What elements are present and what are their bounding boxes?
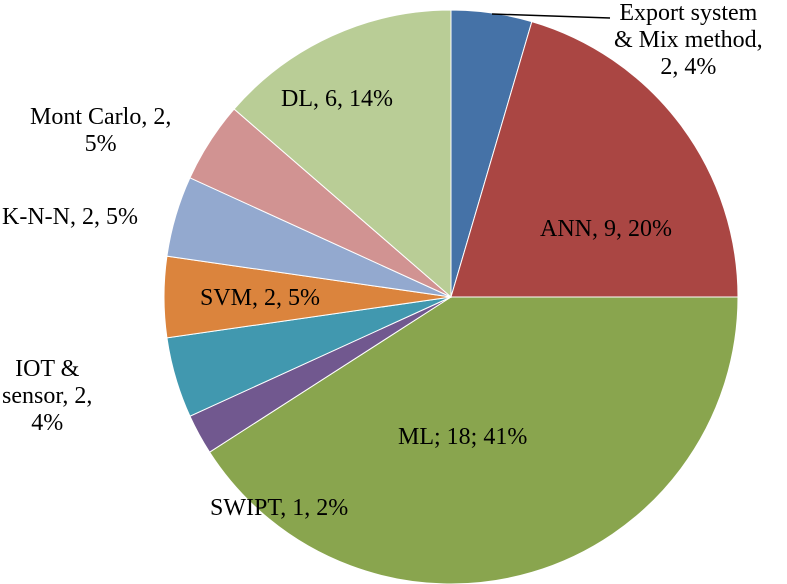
data-label-line: ML; 18; 41% bbox=[398, 424, 528, 450]
data-label-line: 2, 4% bbox=[660, 54, 717, 80]
data-label-ml: ML; 18; 41% bbox=[398, 424, 527, 451]
pie-slice-ml bbox=[208, 296, 739, 584]
data-label-dl: DL, 6, 14% bbox=[281, 86, 393, 113]
data-label-line: SWIPT, 1, 2% bbox=[210, 495, 349, 521]
data-label-line: ANN, 9, 20% bbox=[540, 216, 672, 242]
data-label-export-system-mix-method: Export system & Mix method, 2, 4% bbox=[614, 0, 763, 81]
data-label-line: Export system bbox=[619, 0, 758, 26]
data-label-line: IOT & bbox=[15, 356, 80, 382]
data-label-line: 5% bbox=[84, 131, 117, 157]
data-label-mont-carlo: Mont Carlo, 2, 5% bbox=[30, 104, 171, 158]
pie-slice-dl bbox=[233, 9, 452, 299]
pie-slice-ann bbox=[450, 21, 739, 298]
data-label-line: Mont Carlo, 2, bbox=[30, 104, 172, 130]
data-label-iot-sensor: IOT & sensor, 2, 4% bbox=[2, 356, 92, 437]
data-label-line: SVM, 2, 5% bbox=[200, 285, 321, 311]
data-label-k-n-n: K-N-N, 2, 5% bbox=[2, 204, 138, 231]
data-label-line: 4% bbox=[31, 410, 64, 436]
data-label-svm: SVM, 2, 5% bbox=[200, 285, 320, 312]
data-label-line: sensor, 2, bbox=[2, 383, 93, 409]
leader-line-export bbox=[491, 13, 611, 19]
data-label-line: K-N-N, 2, 5% bbox=[2, 204, 138, 230]
data-label-ann: ANN, 9, 20% bbox=[540, 216, 672, 243]
data-label-line: DL, 6, 14% bbox=[281, 86, 393, 112]
data-label-line: & Mix method, bbox=[614, 27, 763, 53]
data-label-swipt: SWIPT, 1, 2% bbox=[210, 495, 348, 522]
